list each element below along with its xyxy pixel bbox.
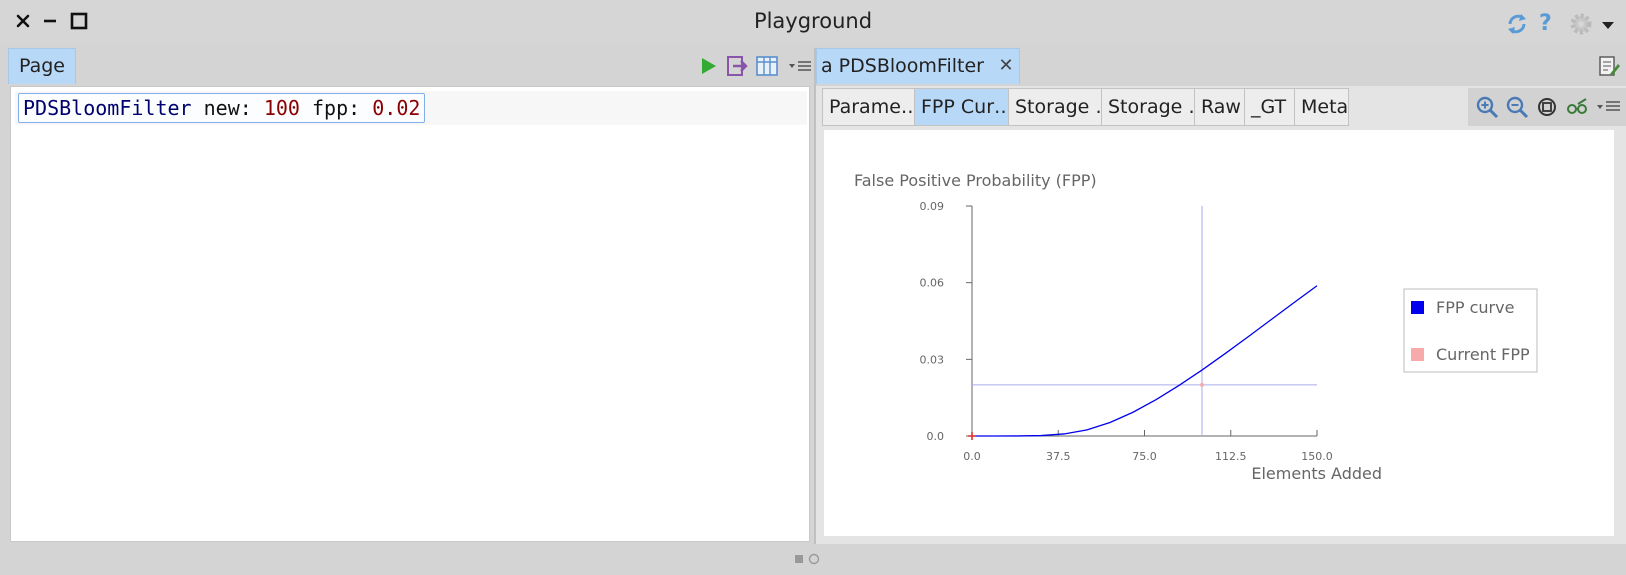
window-title: Playground: [753, 9, 873, 33]
inspector-frame: Parame… FPP Cur… Storage … Storage … Raw…: [816, 86, 1626, 544]
zoom-out-icon[interactable]: [1504, 94, 1530, 120]
y-axis: 0.0 0.03 0.06 0.09: [920, 200, 973, 443]
fpp-chart: False Positive Probability (FPP) 0.0 0.03…: [824, 130, 1614, 536]
tab-gt[interactable]: _GT: [1244, 88, 1294, 126]
chart-title: False Positive Probability (FPP): [854, 171, 1097, 190]
x-tick-label: 150.0: [1301, 450, 1333, 463]
close-window-icon[interactable]: [12, 10, 34, 32]
playground-editor[interactable]: PDSBloomFilter new: 100 fpp: 0.02: [10, 86, 810, 542]
chart-legend: FPP curve Current FPP: [1403, 288, 1538, 373]
menu-icon[interactable]: [787, 48, 813, 84]
current-fpp-guides: [972, 206, 1317, 436]
series-layer: [968, 285, 1318, 440]
x-tick-label: 75.0: [1132, 450, 1157, 463]
y-tick-label: 0.06: [920, 277, 945, 290]
code-receiver: PDSBloomFilter: [23, 96, 192, 120]
play-icon[interactable]: [698, 48, 720, 84]
code-expression[interactable]: PDSBloomFilter new: 100 fpp: 0.02: [18, 93, 426, 123]
tab-storage-1[interactable]: Storage …: [1008, 88, 1101, 126]
code-line: PDSBloomFilter new: 100 fpp: 0.02: [15, 91, 807, 125]
tab-raw[interactable]: Raw: [1194, 88, 1244, 126]
current-fpp-point: [1200, 382, 1204, 387]
tab-parameters[interactable]: Parame…: [822, 88, 914, 126]
x-tick-label: 112.5: [1215, 450, 1247, 463]
close-icon[interactable]: ✕: [998, 55, 1014, 76]
zoom-in-icon[interactable]: [1474, 94, 1500, 120]
x-tick-label: 0.0: [963, 450, 981, 463]
chart-toolbar: [1468, 88, 1626, 126]
menu-icon[interactable]: [1596, 94, 1622, 120]
tab-storage-2[interactable]: Storage …: [1101, 88, 1194, 126]
code-arg-size: 100: [263, 96, 300, 120]
x-tick-label: 37.5: [1046, 450, 1071, 463]
pane-splitter[interactable]: [814, 48, 816, 544]
x-axis: 0.0 37.5 75.0 112.5 150.0: [963, 430, 1333, 463]
legend-label-current-fpp: Current FPP: [1436, 345, 1530, 364]
gear-icon[interactable]: [1567, 10, 1595, 38]
y-tick-label: 0.03: [920, 353, 945, 366]
view-tabs: Parame… FPP Cur… Storage … Storage … Raw…: [822, 88, 1349, 126]
x-axis-label: Elements Added: [1251, 464, 1382, 483]
legend-box: [1403, 288, 1538, 373]
code-keyword-fpp: fpp:: [312, 96, 361, 120]
tab-fpp-curve[interactable]: FPP Cur…: [914, 88, 1008, 126]
y-tick-label: 0.0: [927, 430, 945, 443]
series-line-0: [972, 285, 1318, 437]
fpp-chart-svg: False Positive Probability (FPP) 0.00.03…: [854, 171, 1538, 483]
tab-inspector[interactable]: a PDSBloomFilter ✕: [816, 48, 1020, 84]
legend-swatch-current-fpp: [1411, 348, 1424, 361]
legend-swatch-fpp-curve: [1411, 301, 1424, 314]
tab-page[interactable]: Page: [8, 48, 76, 84]
pager-dots[interactable]: [790, 548, 830, 570]
tab-inspector-label: a PDSBloomFilter: [821, 55, 984, 77]
minimize-window-icon[interactable]: [39, 10, 61, 32]
zoom-fit-icon[interactable]: [1534, 94, 1560, 120]
refresh-icon[interactable]: [1504, 10, 1530, 38]
legend-label-fpp-curve: FPP curve: [1436, 298, 1514, 317]
title-bar: Playground ?: [0, 0, 1626, 44]
code-arg-fpp: 0.02: [372, 96, 421, 120]
do-it-and-go-icon[interactable]: [725, 48, 749, 84]
maximize-window-icon[interactable]: [68, 10, 90, 32]
help-icon[interactable]: ?: [1539, 11, 1552, 36]
right-tab-bar: a PDSBloomFilter ✕: [816, 48, 1626, 84]
code-keyword-new: new:: [203, 96, 252, 120]
bindings-table-icon[interactable]: [754, 48, 780, 84]
y-tick-label: 0.09: [920, 200, 945, 213]
tab-meta[interactable]: Meta: [1294, 88, 1349, 126]
origin-marker: [968, 432, 976, 440]
chevron-down-icon[interactable]: [1598, 10, 1618, 38]
edit-code-icon[interactable]: [1596, 52, 1622, 80]
left-tab-bar: Page: [8, 48, 816, 84]
view-options-icon[interactable]: [1564, 94, 1590, 120]
